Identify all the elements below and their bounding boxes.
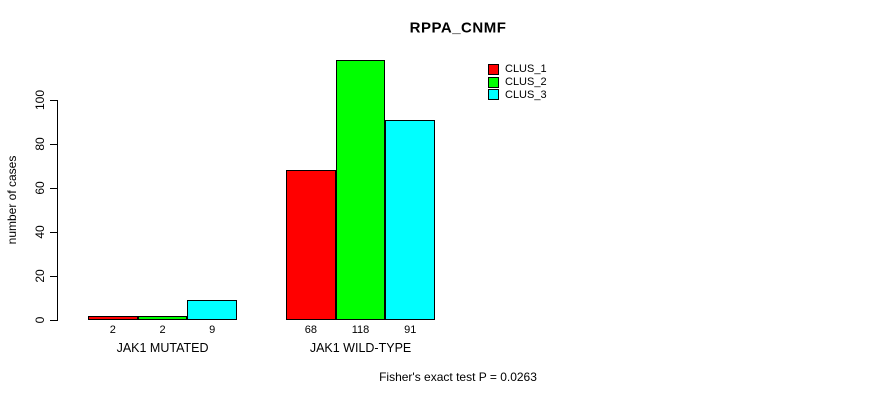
y-tick-label: 80 [33, 137, 47, 151]
bar-clus_1-jak1-mutated [88, 316, 138, 320]
legend-row: CLUS_3 [488, 88, 547, 101]
bar-clus_3-jak1-mutated [187, 300, 238, 320]
legend-swatch-clus_3 [488, 89, 499, 101]
chart-title: RPPA_CNMF [409, 19, 507, 37]
y-tick-label: 40 [33, 225, 47, 239]
y-tick [50, 320, 57, 321]
bar-value-label: 2 [159, 324, 166, 336]
y-tick [50, 276, 57, 277]
bar-value-label: 91 [404, 324, 417, 336]
bar-value-label: 118 [351, 324, 370, 336]
legend-label: CLUS_2 [505, 76, 547, 89]
y-tick-label: 100 [33, 89, 47, 111]
legend-row: CLUS_1 [488, 63, 547, 76]
bar-clus_3-jak1-wild-type [385, 120, 436, 320]
y-tick [50, 100, 57, 101]
legend: CLUS_1 CLUS_2 CLUS_3 [488, 63, 547, 101]
y-axis-line [57, 100, 58, 321]
legend-label: CLUS_1 [505, 63, 547, 76]
y-tick [50, 188, 57, 189]
x-category-label: JAK1 WILD-TYPE [309, 341, 412, 355]
bar-clus_2-jak1-wild-type [335, 60, 386, 320]
y-tick-label: 0 [33, 316, 47, 324]
bar-value-label: 68 [304, 324, 317, 336]
legend-swatch-clus_2 [488, 76, 499, 88]
y-tick-label: 60 [33, 181, 47, 195]
fisher-test-annotation: Fisher's exact test P = 0.0263 [379, 370, 537, 384]
bar-clus_1-jak1-wild-type [286, 170, 336, 320]
y-tick [50, 144, 57, 145]
y-tick-label: 20 [33, 269, 47, 283]
bar-clus_2-jak1-mutated [137, 316, 188, 320]
y-axis-label: number of cases [5, 155, 19, 245]
bar-value-label: 9 [209, 324, 216, 336]
legend-label: CLUS_3 [505, 88, 547, 101]
legend-swatch-clus_1 [488, 63, 499, 75]
x-category-label: JAK1 MUTATED [116, 341, 209, 355]
legend-row: CLUS_2 [488, 76, 547, 89]
y-tick [50, 232, 57, 233]
bar-value-label: 2 [109, 324, 116, 336]
